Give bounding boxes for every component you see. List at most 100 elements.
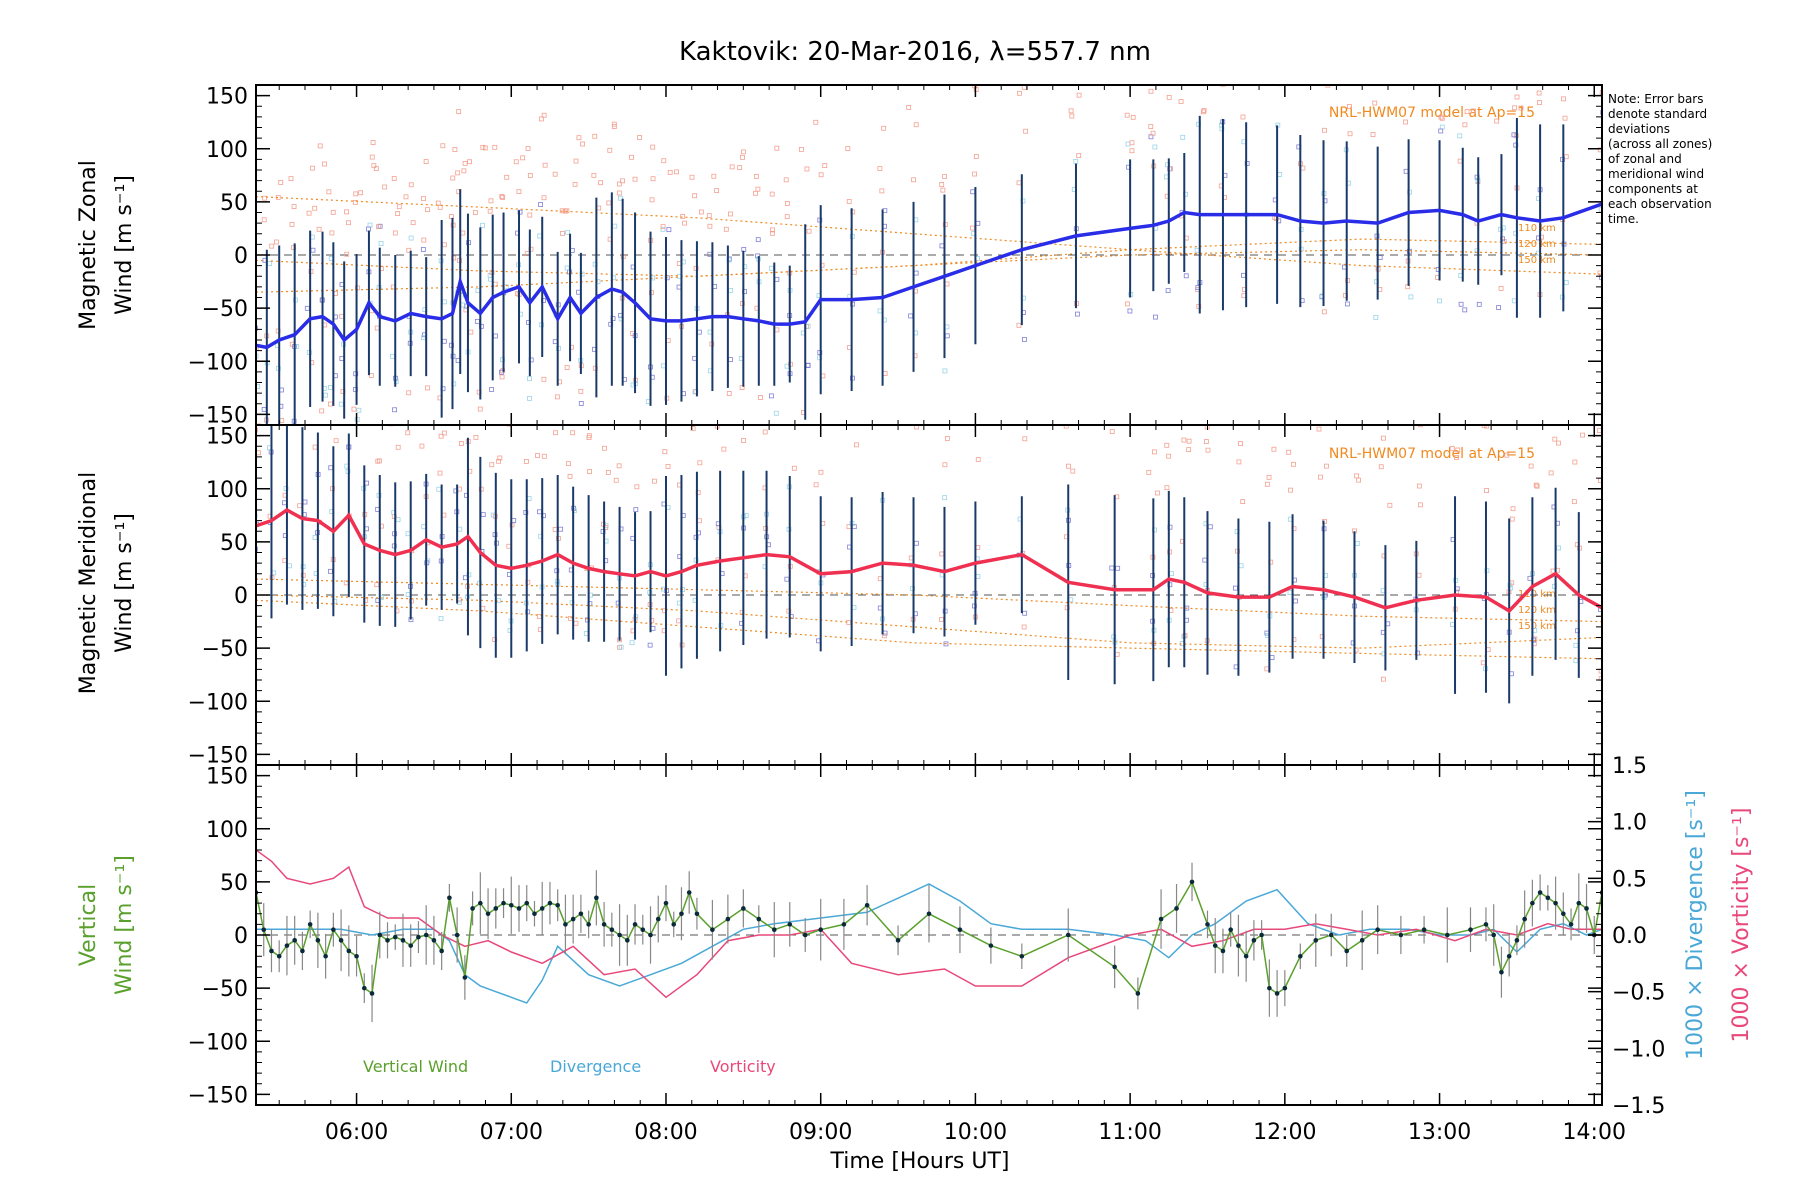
y-tick-label: −50 [202,977,248,1002]
vertical-wind-point [1359,938,1365,943]
zone-sample-point [461,168,467,174]
zone-sample-point [1069,113,1075,119]
zone-sample-point [1169,571,1175,577]
zone-sample-point [1293,598,1298,604]
zone-sample-point [1178,99,1184,104]
vertical-wind-point [617,932,622,938]
zone-sample-point [455,170,461,176]
zone-sample-point [408,235,414,241]
zone-sample-point [774,145,780,151]
zone-sample-point [542,162,548,168]
zone-sample-point [944,324,950,330]
zone-sample-point [1484,488,1489,493]
vertical-plot-area [256,849,1602,1023]
zone-sample-point [392,230,398,236]
zone-sample-point [940,187,946,193]
zone-sample-point [251,194,255,198]
model-curve [256,238,1602,277]
zone-sample-point [541,453,547,459]
zone-sample-point [755,237,761,243]
zone-sample-point [323,392,328,398]
zone-sample-point [457,526,463,532]
zone-sample-point [280,371,284,375]
zone-sample-point [1600,109,1602,115]
zone-sample-point [1222,61,1226,65]
note-line: time. [1608,212,1639,226]
zone-sample-point [1533,482,1539,488]
zone-sample-point [851,269,857,275]
zone-sample-point [942,368,948,374]
vertical-wind-point [408,943,414,948]
zone-sample-point [1295,63,1299,67]
zone-sample-point [525,146,531,151]
zone-sample-point [1322,48,1326,52]
chart-title: Kaktovik: 20-Mar-2016, λ=557.7 nm [679,37,1151,67]
zone-sample-point [1494,118,1500,124]
zone-sample-point [272,367,276,371]
zone-sample-point [1129,148,1135,154]
zone-sample-point [487,208,493,214]
zone-sample-point [1287,589,1293,595]
zone-sample-point [975,574,981,579]
zone-sample-point [369,154,375,160]
zone-sample-point [382,184,388,190]
vertical-ylabel-line1: Vertical [76,884,101,966]
zone-sample-point [616,463,622,469]
zone-sample-point [456,109,462,115]
vertical-wind-point [284,943,290,948]
zone-sample-point [452,147,458,152]
zone-sample-point [632,176,638,182]
zone-sample-point [1476,301,1482,307]
zone-sample-point [597,412,601,416]
vertical-wind-point [1019,953,1025,959]
zone-sample-point [1220,85,1226,87]
zone-sample-point [711,173,717,179]
zone-sample-point [1148,88,1154,94]
zone-sample-point [692,193,698,199]
vertical-wind-point [578,911,584,917]
note-line: Note: Error bars [1608,92,1703,106]
zone-sample-point [1205,447,1211,453]
zone-sample-point [1408,294,1414,300]
zone-sample-point [978,413,982,417]
zone-sample-point [564,265,570,271]
x-tick-label: 08:00 [634,1120,697,1145]
zone-sample-point [302,499,308,505]
zone-sample-point [975,457,981,462]
vertical-wind-point [323,953,328,959]
zonal-alt-label: 120 km [1518,239,1556,250]
zone-sample-point [1370,132,1376,137]
zone-sample-point [1573,658,1579,664]
zone-sample-point [592,133,598,139]
zone-sample-point [1496,305,1502,310]
zone-sample-point [1068,597,1074,603]
zone-sample-point [475,288,481,293]
zone-sample-point [421,196,426,202]
zone-sample-point [256,427,258,433]
zone-sample-point [568,616,573,621]
zone-sample-point [633,507,639,513]
zone-sample-point [1016,180,1022,186]
zone-sample-point [914,425,919,430]
zone-sample-point [1286,449,1292,455]
zone-sample-point [616,181,622,187]
zone-sample-point [406,390,412,396]
zone-sample-point [1322,127,1327,133]
zonal-alt-label: 110 km [1518,223,1556,234]
zone-sample-point [1155,490,1160,496]
zone-sample-point [578,401,584,406]
zone-sample-point [256,423,261,425]
zone-sample-point [913,270,919,276]
vertical-wind-point [609,927,615,932]
y-tick-label: −100 [188,690,248,715]
zone-sample-point [1439,115,1445,121]
vertical-wind-point [741,906,746,911]
meridional-plot-area [256,367,1602,704]
zone-sample-point [1552,436,1558,442]
vertical-ylabel: Vertical Wind [m s⁻¹] [76,855,137,995]
zone-sample-point [392,407,397,413]
zone-sample-point [319,408,325,414]
zone-sample-point [970,225,975,231]
zone-sample-point [1224,61,1228,65]
